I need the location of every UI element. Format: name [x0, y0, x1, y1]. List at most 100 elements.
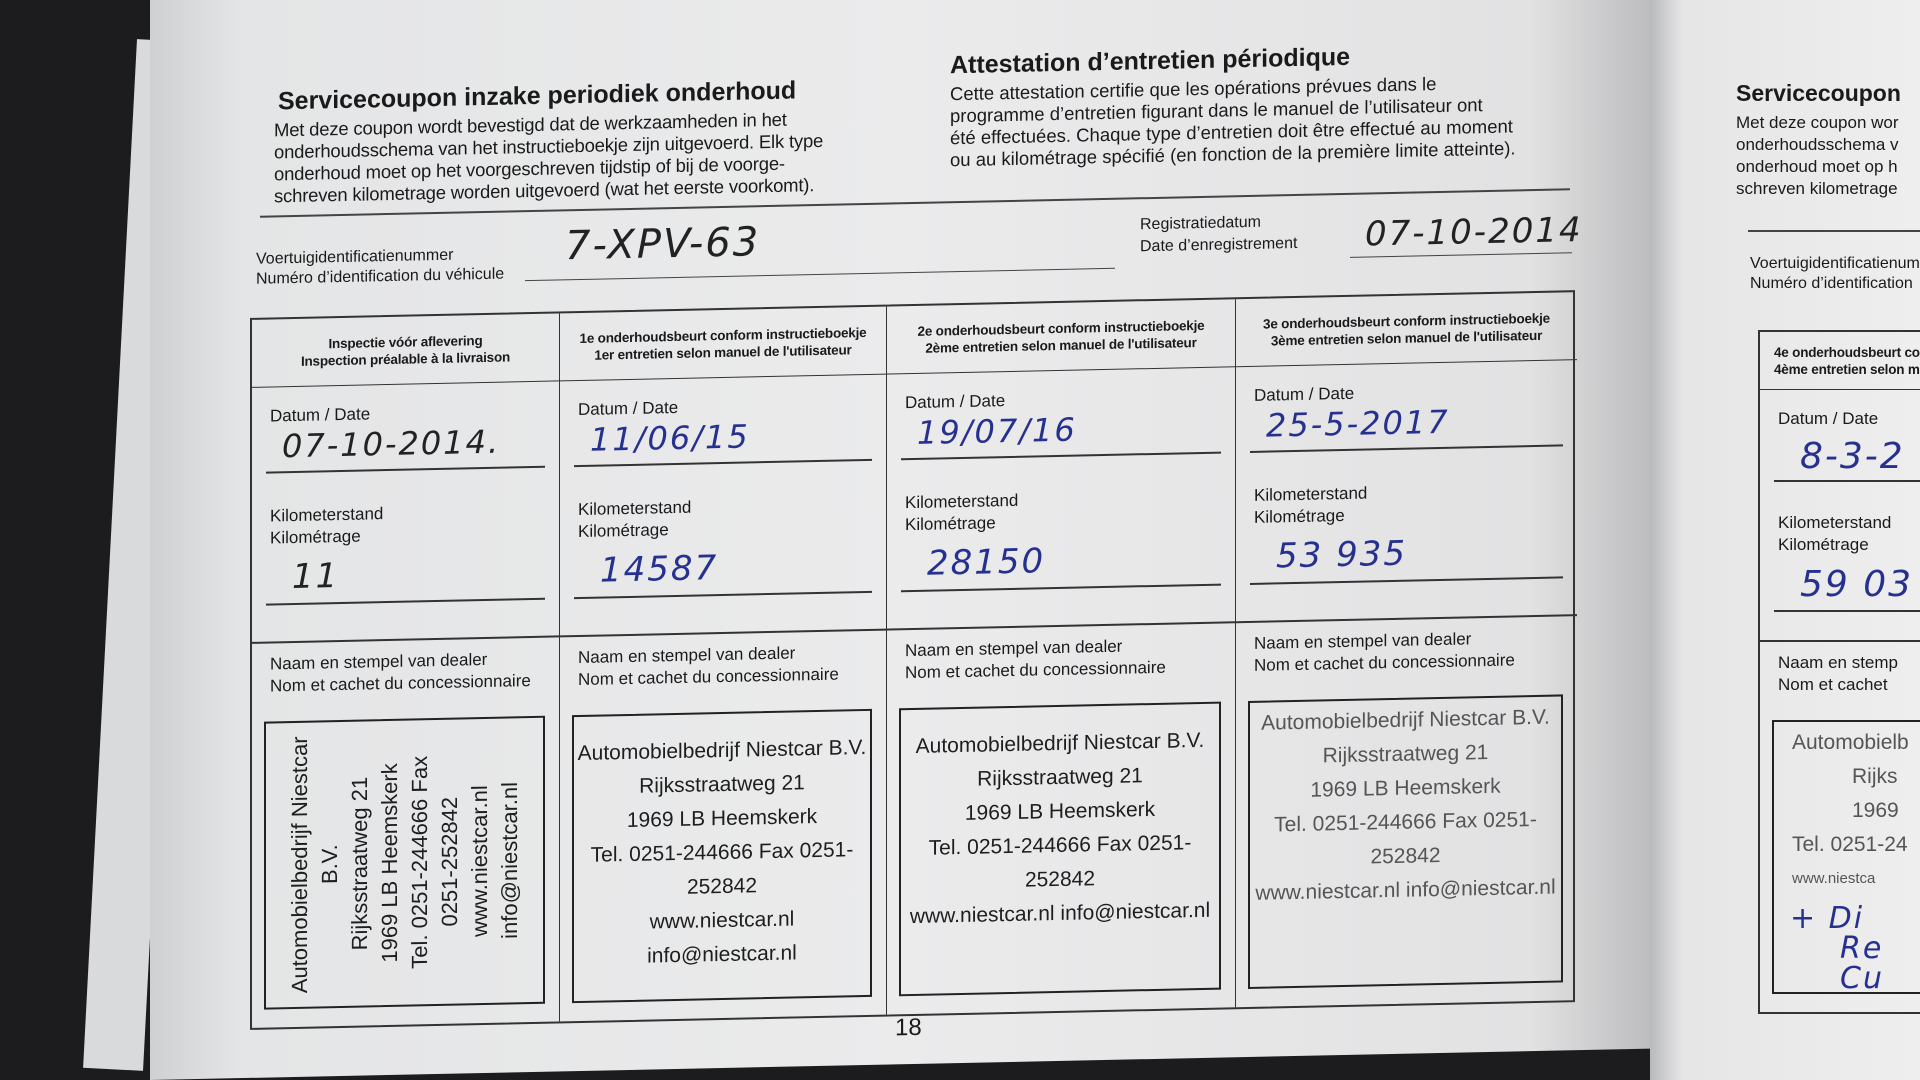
date-line	[1774, 480, 1920, 482]
column-header: 3e onderhoudsbeurt conform instructieboe…	[1236, 292, 1577, 368]
reg-value: 07-10-2014	[1365, 209, 1583, 255]
service-column-3: 3e onderhoudsbeurt conform instructieboe…	[1236, 292, 1577, 1007]
km-value: 14587	[600, 548, 719, 591]
dealer-label-fr: Nom et cachet du concessionnaire	[905, 657, 1166, 683]
header-fr: 4ème entretien selon m	[1774, 361, 1920, 377]
row-divider	[1760, 640, 1920, 642]
dealer-stamp: Automobielbedrijf Niestcar B.V. Rijksstra…	[285, 725, 525, 1000]
dealer-stamp-box: Automobielbedrijf Niestcar B.V. Rijksstra…	[264, 715, 545, 1010]
stamp-line: www.niestcar.nl info@niestcar.nl	[647, 907, 797, 968]
stamp-line: Automobielbedrijf Niestcar B.V.	[286, 736, 342, 994]
service-column-4: 4e onderhoudsbeurt conf 4ème entretien s…	[1758, 330, 1920, 1014]
dealer-label-fr: Nom et cachet du concessionnaire	[1254, 650, 1515, 675]
intro-line: onderhoud moet op h	[1736, 157, 1898, 176]
date-line	[901, 451, 1221, 460]
km-label-fr: Kilométrage	[270, 526, 361, 548]
dealer-stamp-box: Automobielbedrijf Niestcar B.V. Rijksstra…	[899, 701, 1221, 997]
column-header: 1e onderhoudsbeurt conform instructieboe…	[560, 306, 886, 382]
stamp-line: Tel. 0251-24	[1792, 833, 1908, 856]
km-line	[1250, 576, 1563, 585]
column-header: 2e onderhoudsbeurt conform instructieboe…	[887, 299, 1235, 375]
stamp-line: Automobielbedrijf Niestcar B.V.	[577, 735, 867, 766]
date-value: 07-10-2014.	[282, 422, 501, 466]
date-value: 25-5-2017	[1266, 402, 1450, 445]
dealer-label-nl: Naam en stemp	[1778, 653, 1898, 672]
service-column-2: 2e onderhoudsbeurt conform instructieboe…	[887, 299, 1236, 1015]
divider	[1748, 230, 1920, 232]
km-label-nl: Kilometerstand	[578, 497, 692, 520]
km-line	[266, 597, 545, 606]
title-fr: Attestation d’entretien périodique	[950, 42, 1351, 80]
km-value: 53 935	[1276, 533, 1407, 577]
vin-label-nl: Voertuigidentificatienum	[1750, 255, 1920, 272]
reg-label-fr: Date d’enregistrement	[1140, 234, 1298, 256]
row-divider	[887, 621, 1235, 631]
dealer-stamp-box: Automobielbedrijf Niestcar B.V. Rijksstra…	[572, 708, 872, 1004]
date-value: 11/06/15	[590, 417, 750, 459]
stamp-line: Tel. 0251-244666 Fax 0251-252842	[590, 838, 854, 899]
km-label-nl: Kilometerstand	[905, 490, 1019, 513]
km-line	[574, 590, 872, 599]
note-line: Cu	[1840, 961, 1884, 994]
km-line	[901, 583, 1221, 592]
dealer-stamp: Automobielbedrijf Niestcar B.V. Rijksstra…	[901, 724, 1219, 935]
row-divider	[252, 635, 559, 644]
note-line: + Di	[1790, 901, 1865, 936]
date-line	[574, 458, 872, 467]
note-line: Re	[1840, 931, 1884, 966]
dealer-stamp: Automobielbedrijf Niestcar B.V. Rijksstra…	[1250, 700, 1561, 911]
date-label: Datum / Date	[905, 391, 1006, 413]
service-table: Inspectie vóór aflevering Inspection préa…	[250, 290, 1577, 1030]
stamp-line: Automobielbedrijf Niestcar B.V.	[1261, 705, 1550, 735]
right-page: Servicecoupon Met deze coupon wor onderh…	[1650, 0, 1920, 1080]
dealer-label-fr: Nom et cachet du concessionnaire	[578, 664, 839, 690]
left-page: Servicecoupon inzake periodiek onderhoud…	[150, 0, 1650, 1080]
page-number: 18	[895, 1013, 922, 1042]
stamp-line: Rijks	[1852, 765, 1898, 788]
intro-line: schreven kilometrage	[1736, 179, 1898, 198]
vin-label-fr: Numéro d’identification du véhicule	[256, 265, 505, 288]
dealer-label-fr: Nom et cachet	[1778, 675, 1888, 694]
header-nl: 4e onderhoudsbeurt conf	[1774, 344, 1920, 360]
stamp-line: 1969	[1852, 799, 1899, 822]
column-header: Inspectie vóór aflevering Inspection préa…	[252, 313, 559, 388]
date-label: Datum / Date	[1254, 383, 1355, 405]
right-title: Servicecoupon	[1736, 80, 1901, 106]
stamp-line: www.niestcar.nl info@niestcar.nl	[466, 781, 522, 940]
stamp-line: Rijksstraatweg 21	[346, 776, 372, 951]
service-column-1: 1e onderhoudsbeurt conform instructieboe…	[560, 306, 887, 1022]
stamp-line: www.niestcar.nl info@niestcar.nl	[1255, 875, 1556, 905]
km-label-fr: Kilométrage	[905, 513, 996, 535]
km-line	[1774, 610, 1920, 612]
stamp-line: www.niestca	[1792, 870, 1876, 887]
date-label: Datum / Date	[578, 397, 679, 420]
km-label-nl: Kilometerstand	[1778, 513, 1892, 532]
stamp-line: Automobielbedrijf Niestcar B.V.	[915, 728, 1205, 758]
date-line	[1250, 444, 1563, 453]
vin-value: 7-XPV-63	[565, 219, 761, 270]
vin-line	[525, 267, 1115, 282]
km-label-fr: Kilométrage	[1778, 535, 1869, 554]
km-label-nl: Kilometerstand	[270, 504, 384, 526]
header-fr: Inspection préalable à la livraison	[300, 348, 511, 369]
stamp-line: Tel. 0251-244666 Fax 0251-252842	[406, 755, 462, 970]
handwritten-note: + Di Re Cu Lu	[1790, 901, 1884, 994]
dealer-stamp-box: Automobielb Rijks 1969 Tel. 0251-24 www.…	[1772, 720, 1920, 994]
right-intro: Met deze coupon wor onderhoudsschema v o…	[1736, 112, 1899, 200]
date-label: Datum / Date	[270, 404, 371, 426]
stamp-line: 1969 LB Heemskerk	[376, 763, 402, 963]
intro-nl: Met deze coupon wordt bevestigd dat de w…	[274, 108, 823, 208]
km-value: 28150	[927, 541, 1046, 584]
row-divider	[1236, 614, 1577, 623]
km-value: 59 03	[1800, 564, 1914, 605]
date-value: 19/07/16	[917, 410, 1077, 452]
stamp-line: Tel. 0251-244666 Fax 0251-252842	[928, 831, 1192, 892]
date-value: 8-3-2	[1800, 436, 1905, 477]
vin-label-fr: Numéro d’identification	[1750, 275, 1913, 292]
reg-label-nl: Registratiedatum	[1140, 213, 1261, 234]
service-column-0: Inspectie vóór aflevering Inspection préa…	[252, 313, 560, 1028]
dealer-label-fr: Nom et cachet du concessionnaire	[270, 671, 531, 696]
intro-fr: Cette attestation certifie que les opéra…	[950, 71, 1516, 171]
km-value: 11	[292, 556, 340, 598]
km-label-nl: Kilometerstand	[1254, 483, 1368, 505]
